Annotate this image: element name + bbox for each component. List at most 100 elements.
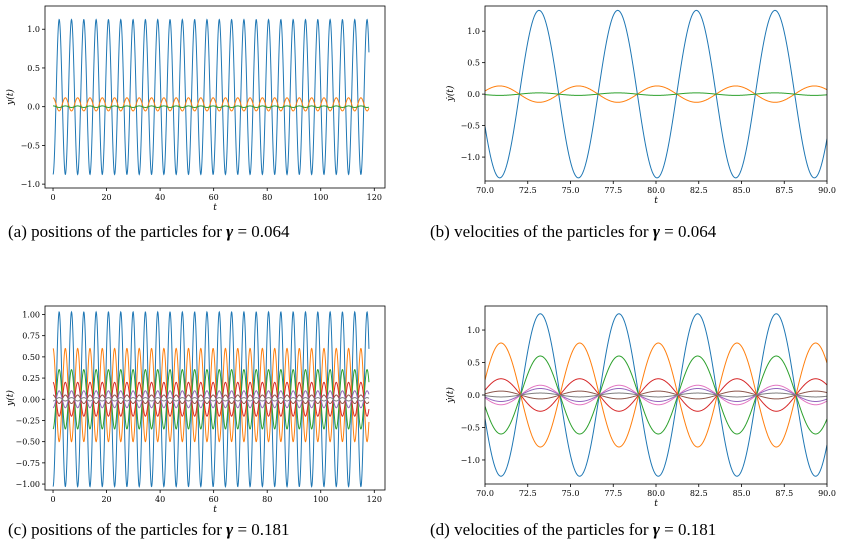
series-line-blue — [485, 9, 827, 179]
x-tick-label: 100 — [313, 193, 328, 202]
caption-a-value: = 0.064 — [233, 222, 290, 241]
x-tick-label: 72.5 — [519, 186, 537, 195]
x-tick-label: 120 — [367, 193, 382, 202]
x-tick-label: 87.5 — [775, 186, 793, 195]
y-axis-label: y(t) — [5, 89, 16, 106]
x-tick-label: 20 — [101, 193, 111, 202]
y-tick-label: −1.00 — [15, 480, 40, 489]
caption-b-text: (b) velocities of the particles for — [430, 222, 653, 241]
x-tick-label: 60 — [209, 193, 219, 202]
caption-d-text: (d) velocities of the particles for — [430, 520, 653, 539]
series-line-brown — [485, 390, 827, 400]
chart-d: 70.0 72.5 75.0 77.5 80.0 82.5 85.0 87.5 90.0 −1.0… — [445, 305, 836, 509]
panel-c: 0 20 40 60 80 100 120 −1.00 −0.75 −0.50 −0.25 0.00 0… — [0, 298, 400, 515]
plot-frame — [484, 5, 828, 182]
y-tick-label: −1.0 — [21, 180, 40, 189]
x-tick-label: 75.0 — [562, 186, 580, 195]
caption-c-text: (c) positions of the particles for — [8, 520, 227, 539]
x-tick-label: 40 — [155, 495, 165, 504]
y-tick-label: 1.0 — [467, 326, 480, 335]
series-line-purple — [52, 390, 370, 409]
series-line-brown — [52, 394, 370, 405]
series-line-green — [52, 368, 370, 430]
x-tick-label: 0 — [50, 495, 55, 504]
caption-b-gamma: γ — [652, 222, 660, 241]
series-group — [485, 313, 827, 477]
chart-a: 0 20 40 60 80 100 120 −1.0 −0.5 0.0 0.5 1.0 t y(t) — [5, 5, 386, 213]
y-tick-label: 1.00 — [22, 310, 40, 319]
x-tick-label: 80 — [262, 495, 272, 504]
series-line-red — [485, 378, 827, 412]
y-tick-label: −0.75 — [15, 459, 40, 468]
caption-d: (d) velocities of the particles for γ = … — [430, 520, 716, 540]
series-line-orange — [485, 85, 827, 103]
x-tick-label: 75.0 — [562, 489, 580, 498]
x-tick-label: 60 — [209, 495, 219, 504]
x-tick-label: 85.0 — [733, 186, 751, 195]
x-tick-label: 70.0 — [476, 489, 494, 498]
y-tick-label: 0.0 — [467, 90, 480, 99]
x-tick-label: 90.0 — [818, 186, 836, 195]
caption-b-value: = 0.064 — [659, 222, 717, 241]
y-tick-label: 0.5 — [467, 359, 480, 368]
panel-b: 70.0 72.5 75.0 77.5 80.0 82.5 85.0 87.5 90.0 −1.0… — [430, 0, 846, 210]
x-tick-label: 77.5 — [604, 489, 622, 498]
x-tick-label: 85.0 — [733, 489, 751, 498]
series-line-orange — [52, 97, 370, 112]
panel-a: 0 20 40 60 80 100 120 −1.0 −0.5 0.0 0.5 1.0 t y(t) — [0, 0, 400, 213]
x-tick-label: 100 — [313, 495, 328, 504]
series-group — [52, 310, 370, 488]
chart-b: 70.0 72.5 75.0 77.5 80.0 82.5 85.0 87.5 90.0 −1.0… — [445, 5, 836, 206]
x-tick-label: 82.5 — [690, 489, 708, 498]
series-line-blue — [52, 310, 370, 488]
caption-d-gamma: γ — [652, 520, 660, 539]
series-group — [52, 18, 370, 176]
y-tick-label: 0.75 — [22, 332, 40, 341]
y-tick-label: 0.25 — [22, 374, 40, 383]
y-tick-label: 1.0 — [27, 25, 40, 34]
caption-a: (a) positions of the particles for γ = 0… — [8, 222, 290, 242]
panel-d: 70.0 72.5 75.0 77.5 80.0 82.5 85.0 87.5 90.0 −1.0… — [430, 298, 846, 510]
chart-c: 0 20 40 60 80 100 120 −1.00 −0.75 −0.50 −0.25 0.00 0… — [5, 305, 386, 515]
y-tick-label: −0.5 — [461, 122, 480, 131]
caption-c-gamma: γ — [226, 520, 234, 539]
series-group — [485, 9, 827, 179]
x-tick-label: 77.5 — [604, 186, 622, 195]
y-tick-label: 0.00 — [22, 395, 40, 404]
y-axis-label: ẏ(t) — [445, 85, 456, 102]
x-tick-label: 120 — [367, 495, 382, 504]
series-line-gray — [485, 392, 827, 398]
x-tick-label: 82.5 — [690, 186, 708, 195]
y-tick-label: −1.0 — [461, 153, 480, 162]
plot-frame — [484, 305, 828, 485]
x-axis-label: t — [654, 499, 658, 509]
y-tick-label: −0.5 — [21, 141, 40, 150]
x-axis-label: t — [213, 203, 217, 213]
x-tick-label: 70.0 — [476, 186, 494, 195]
caption-b: (b) velocities of the particles for γ = … — [430, 222, 716, 242]
plot-frame — [44, 5, 386, 189]
series-line-purple — [485, 388, 827, 402]
caption-a-text: (a) positions of the particles for — [8, 222, 227, 241]
y-tick-label: 0.50 — [22, 353, 40, 362]
y-tick-label: 0.0 — [467, 391, 480, 400]
x-tick-label: 40 — [155, 193, 165, 202]
x-axis-label: t — [654, 196, 658, 206]
y-tick-label: −1.0 — [461, 456, 480, 465]
y-tick-label: 1.0 — [467, 27, 480, 36]
x-tick-label: 0 — [50, 193, 55, 202]
y-axis-label: y(t) — [5, 390, 16, 407]
x-axis-label: t — [213, 505, 217, 515]
x-tick-label: 80.0 — [647, 489, 665, 498]
y-tick-label: −0.50 — [15, 438, 40, 447]
x-tick-label: 87.5 — [775, 489, 793, 498]
y-tick-label: −0.25 — [15, 416, 40, 425]
series-line-green — [485, 355, 827, 435]
caption-a-gamma: γ — [226, 222, 234, 241]
y-axis-label: ẏ(t) — [445, 387, 456, 404]
series-line-red — [52, 381, 370, 417]
x-tick-label: 80 — [262, 193, 272, 202]
plot-frame — [44, 305, 386, 491]
x-tick-label: 90.0 — [818, 489, 836, 498]
y-tick-label: −0.5 — [461, 423, 480, 432]
